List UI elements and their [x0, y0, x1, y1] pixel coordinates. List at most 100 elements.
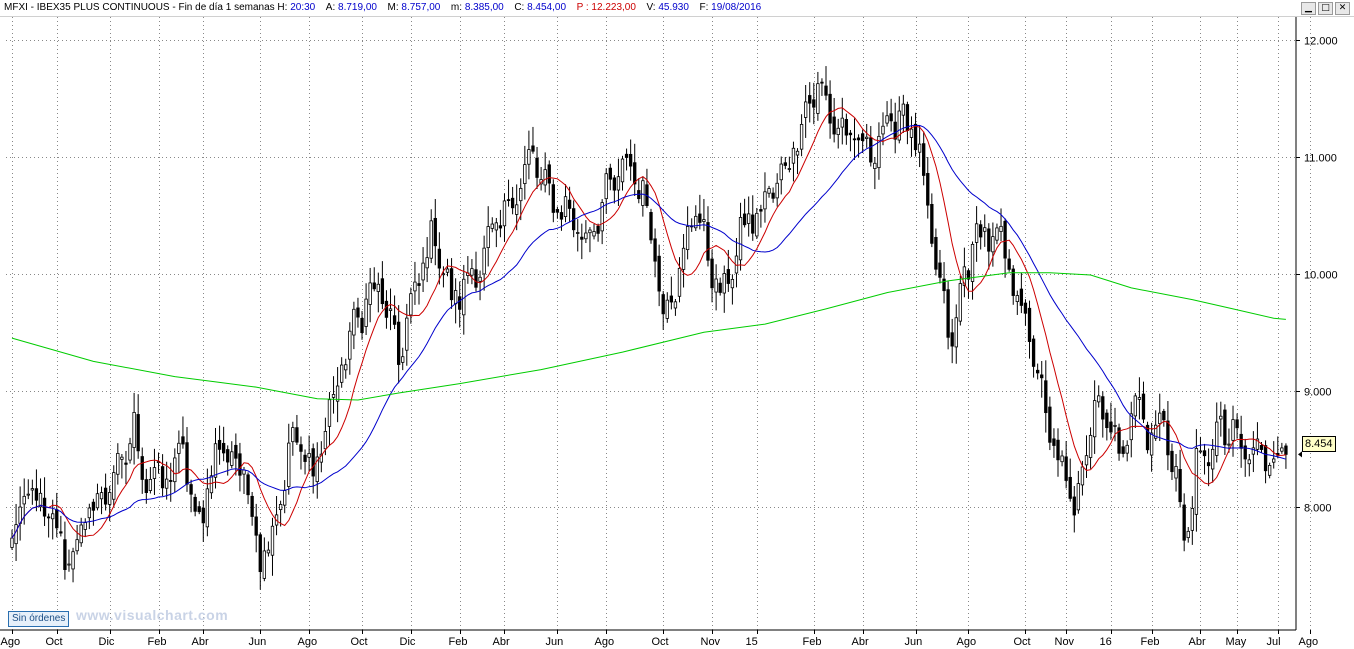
candle-body — [799, 124, 804, 150]
candle-body — [327, 399, 332, 427]
x-tick-label: Jul — [1267, 636, 1281, 648]
window-controls: ▁ □ ✕ — [1301, 2, 1350, 15]
candle-body — [470, 268, 474, 276]
candle-body — [55, 509, 59, 529]
candle-body — [360, 317, 364, 334]
candle-body — [217, 439, 222, 450]
candle-body — [913, 123, 918, 151]
candle-body — [1072, 496, 1076, 516]
minimize-icon[interactable]: ▁ — [1301, 2, 1316, 15]
candle-body — [445, 268, 450, 273]
candle-body — [657, 255, 661, 292]
x-tick-label: Oct — [46, 636, 63, 648]
candle-body — [356, 307, 360, 318]
x-tick-label: Abr — [493, 636, 510, 648]
candle-body — [722, 273, 726, 294]
candle-body — [909, 128, 914, 138]
header-low-value: 8.385,00 — [464, 2, 504, 13]
candle-body — [783, 162, 787, 166]
price-chart[interactable]: 8.000 9.000 10.000 11.000 12.000 Ago Oct Dic Fe… — [0, 17, 1354, 649]
candle-body — [1190, 508, 1194, 531]
candle-body — [1206, 462, 1211, 467]
candle-body — [804, 101, 808, 118]
candle-body — [1239, 433, 1243, 449]
candle-body — [519, 187, 523, 202]
x-tick-label: 15 — [746, 636, 758, 648]
candle-body — [299, 444, 303, 452]
header-f-value: 19/08/2016 — [711, 2, 762, 13]
candle-body — [1198, 450, 1203, 453]
candle-body — [453, 290, 458, 305]
candle-body — [230, 451, 234, 466]
candle-body — [653, 238, 657, 262]
candle-body — [934, 236, 938, 270]
candle-body — [1219, 415, 1223, 420]
candle-body — [1137, 397, 1142, 400]
candle-body — [718, 282, 722, 293]
candle-body — [376, 283, 380, 292]
candle-body — [970, 243, 975, 282]
candle-body — [116, 453, 120, 475]
candle-body — [917, 143, 922, 153]
candle-body — [238, 453, 242, 476]
candle-body — [816, 83, 820, 114]
candle-body — [665, 299, 669, 319]
candle-body — [1092, 400, 1097, 438]
candle-body — [832, 116, 836, 135]
candle-body — [600, 202, 604, 232]
candle-body — [604, 173, 608, 200]
candle-body — [283, 490, 287, 506]
candle-body — [388, 308, 393, 311]
time-axis[interactable]: Ago Oct Dic Feb Abr Jun Ago Oct Dic Feb Abr Jun Ago O… — [0, 629, 1318, 648]
candle-body — [751, 214, 755, 234]
candle-body — [991, 236, 995, 253]
candle-body — [303, 454, 307, 462]
candle-body — [873, 162, 877, 169]
candle-body — [926, 173, 930, 206]
header-low-label: m: — [450, 2, 463, 13]
ma-red-line — [11, 107, 1286, 539]
candle-body — [1202, 450, 1207, 457]
candle-body — [950, 332, 954, 347]
candle-body — [612, 177, 617, 191]
candle-body — [860, 133, 865, 142]
candle-body — [608, 167, 612, 180]
candle-body — [71, 551, 75, 570]
candle-body — [169, 480, 173, 482]
candle-body — [1215, 421, 1219, 456]
candle-body — [628, 153, 633, 167]
candle-body — [1149, 432, 1154, 456]
candle-body — [531, 145, 535, 152]
header-m-label: M: — [387, 2, 399, 13]
price-axis[interactable]: 8.000 9.000 10.000 11.000 12.000 — [1295, 17, 1338, 630]
candle-body — [1178, 468, 1182, 503]
candle-body — [1133, 395, 1137, 417]
candle-body — [352, 308, 356, 336]
candle-body — [1227, 443, 1231, 446]
candle-body — [1231, 419, 1235, 441]
candle-body — [197, 506, 201, 513]
candle-body — [681, 247, 686, 270]
header-f-label: F: — [699, 2, 709, 13]
orders-badge[interactable]: Sin órdenes — [8, 611, 70, 627]
candle-body — [1272, 458, 1276, 463]
candle-body — [897, 110, 901, 141]
watermark: www.visualchart.com — [76, 607, 229, 623]
candle-body — [771, 192, 775, 199]
candle-body — [63, 539, 67, 570]
candle-body — [1068, 476, 1072, 499]
candle-body — [755, 212, 759, 237]
candle-body — [315, 456, 319, 482]
candle-body — [413, 281, 417, 292]
candle-body — [165, 478, 169, 489]
candle-body — [979, 224, 983, 238]
candle-body — [1019, 288, 1024, 306]
candle-body — [962, 266, 967, 286]
close-icon[interactable]: ✕ — [1335, 2, 1350, 15]
x-tick-label: Jun — [249, 636, 267, 648]
candle-body — [1174, 466, 1178, 479]
candle-body — [486, 226, 490, 249]
maximize-icon[interactable]: □ — [1318, 2, 1333, 15]
candle-body — [425, 257, 429, 269]
candle-body — [1003, 220, 1007, 259]
